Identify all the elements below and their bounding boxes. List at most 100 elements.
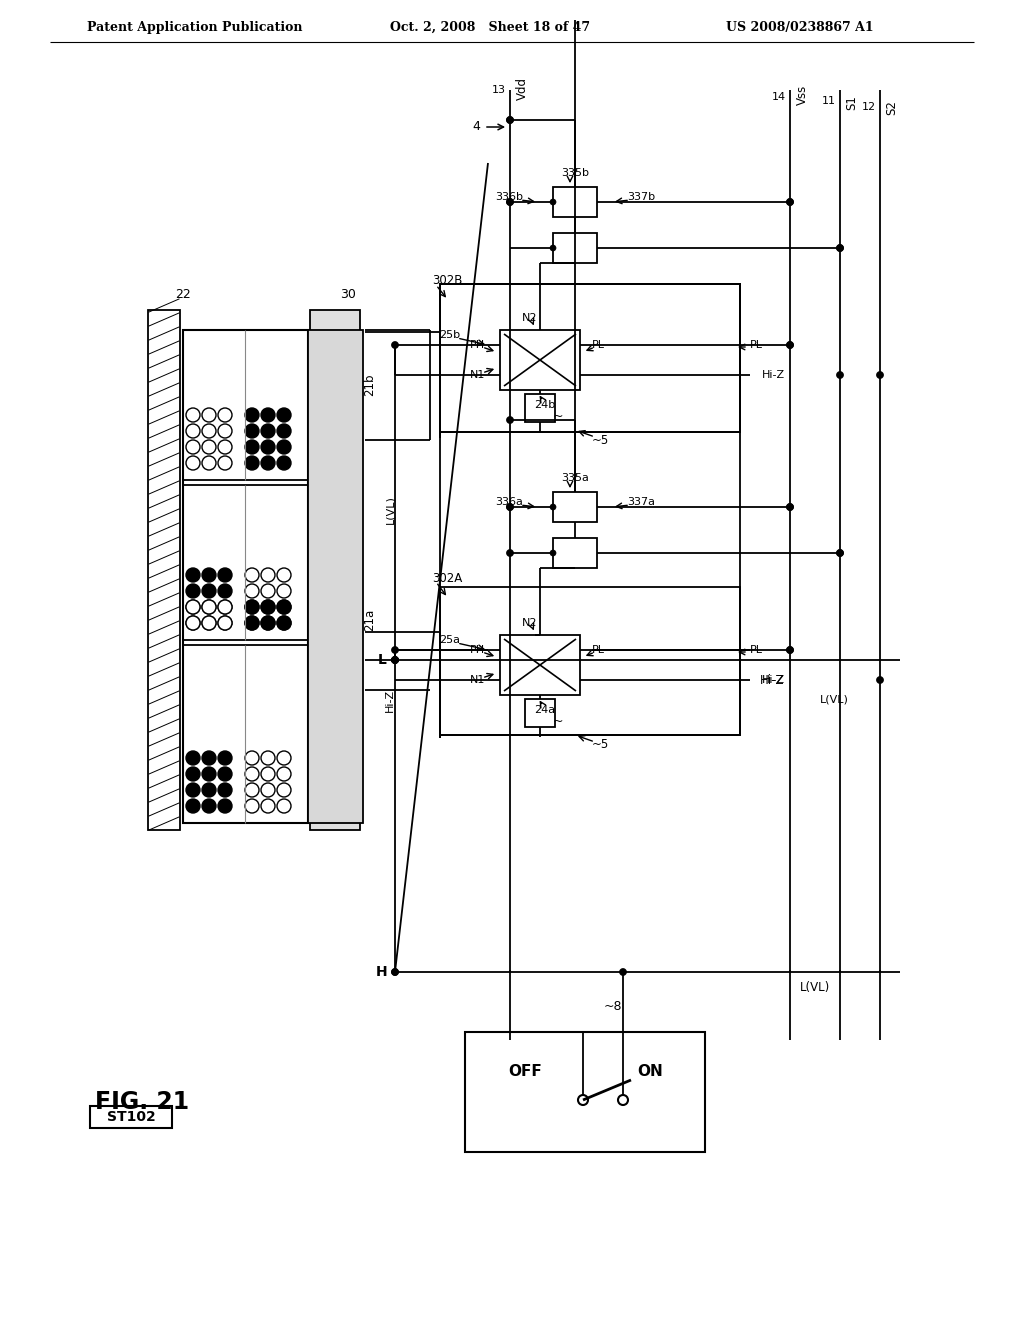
Circle shape bbox=[550, 504, 556, 510]
Text: Patent Application Publication: Patent Application Publication bbox=[87, 21, 303, 33]
Bar bbox=[553, 187, 597, 216]
Text: ST102: ST102 bbox=[106, 1110, 156, 1125]
Circle shape bbox=[278, 601, 291, 614]
Circle shape bbox=[202, 799, 216, 813]
Text: 22: 22 bbox=[175, 289, 190, 301]
Circle shape bbox=[218, 799, 232, 813]
Circle shape bbox=[837, 549, 844, 557]
Bar bbox=[553, 492, 597, 521]
Circle shape bbox=[202, 616, 216, 630]
Circle shape bbox=[186, 783, 200, 797]
Text: PL: PL bbox=[750, 645, 763, 655]
Circle shape bbox=[218, 767, 232, 781]
Text: L(VL): L(VL) bbox=[800, 981, 830, 994]
Text: 302A: 302A bbox=[432, 572, 462, 585]
Text: H: H bbox=[376, 965, 387, 979]
Text: N2: N2 bbox=[522, 313, 538, 323]
Circle shape bbox=[550, 246, 556, 251]
Circle shape bbox=[391, 647, 398, 653]
Circle shape bbox=[218, 408, 232, 422]
Text: 337a: 337a bbox=[627, 498, 655, 507]
Circle shape bbox=[786, 342, 794, 348]
Text: S2: S2 bbox=[885, 100, 898, 115]
Text: 11: 11 bbox=[822, 96, 836, 106]
Circle shape bbox=[245, 408, 259, 422]
Circle shape bbox=[507, 503, 513, 511]
Circle shape bbox=[245, 440, 259, 454]
Bar bbox=[553, 539, 597, 568]
Circle shape bbox=[218, 583, 232, 598]
Circle shape bbox=[218, 455, 232, 470]
Circle shape bbox=[786, 198, 794, 206]
Bar bbox=[308, 330, 362, 822]
Circle shape bbox=[245, 583, 259, 598]
Circle shape bbox=[507, 116, 513, 124]
Circle shape bbox=[786, 198, 794, 206]
Circle shape bbox=[186, 583, 200, 598]
Circle shape bbox=[261, 799, 275, 813]
Circle shape bbox=[202, 455, 216, 470]
Text: Hi-Z: Hi-Z bbox=[760, 673, 784, 686]
Circle shape bbox=[278, 799, 291, 813]
Text: 30: 30 bbox=[340, 289, 356, 301]
Circle shape bbox=[202, 568, 216, 582]
Circle shape bbox=[620, 969, 627, 975]
Circle shape bbox=[202, 783, 216, 797]
Circle shape bbox=[261, 440, 275, 454]
Circle shape bbox=[245, 616, 259, 630]
Circle shape bbox=[245, 751, 259, 766]
Bar bbox=[183, 645, 308, 822]
Circle shape bbox=[278, 751, 291, 766]
Circle shape bbox=[391, 969, 398, 975]
Circle shape bbox=[550, 550, 556, 556]
Circle shape bbox=[202, 767, 216, 781]
Circle shape bbox=[877, 676, 884, 684]
Circle shape bbox=[245, 601, 259, 614]
Circle shape bbox=[261, 601, 275, 614]
Text: 13: 13 bbox=[492, 84, 506, 95]
Circle shape bbox=[261, 601, 275, 614]
Circle shape bbox=[245, 455, 259, 470]
Circle shape bbox=[507, 116, 513, 124]
Circle shape bbox=[218, 424, 232, 438]
Bar bbox=[90, 1106, 172, 1129]
Text: L(VL): L(VL) bbox=[385, 495, 395, 524]
Circle shape bbox=[786, 503, 794, 511]
Circle shape bbox=[186, 568, 200, 582]
Text: FIG. 21: FIG. 21 bbox=[95, 1090, 189, 1114]
Text: 337b: 337b bbox=[627, 191, 655, 202]
Circle shape bbox=[218, 616, 232, 630]
Text: OFF: OFF bbox=[508, 1064, 542, 1080]
Text: 25b: 25b bbox=[439, 330, 460, 341]
Circle shape bbox=[202, 601, 216, 614]
Circle shape bbox=[877, 371, 884, 379]
Bar bbox=[465, 1032, 705, 1152]
Circle shape bbox=[186, 424, 200, 438]
Text: PL: PL bbox=[592, 341, 605, 350]
Circle shape bbox=[186, 751, 200, 766]
Circle shape bbox=[391, 656, 398, 664]
Bar bbox=[440, 587, 740, 735]
Text: Hi-Z: Hi-Z bbox=[762, 675, 785, 685]
Circle shape bbox=[186, 616, 200, 630]
Circle shape bbox=[837, 244, 844, 252]
Text: 302B: 302B bbox=[432, 273, 463, 286]
Circle shape bbox=[218, 751, 232, 766]
Circle shape bbox=[507, 549, 513, 557]
Bar bbox=[310, 310, 360, 830]
Circle shape bbox=[278, 455, 291, 470]
Circle shape bbox=[786, 647, 794, 653]
Text: 21a: 21a bbox=[364, 609, 377, 631]
Circle shape bbox=[186, 440, 200, 454]
Text: ~: ~ bbox=[553, 714, 563, 727]
Text: 25a: 25a bbox=[439, 635, 460, 645]
Circle shape bbox=[391, 969, 398, 975]
Circle shape bbox=[278, 767, 291, 781]
Bar bbox=[148, 310, 180, 830]
Circle shape bbox=[202, 440, 216, 454]
Text: ON: ON bbox=[637, 1064, 663, 1080]
Text: N1: N1 bbox=[470, 370, 485, 380]
Circle shape bbox=[278, 408, 291, 422]
Circle shape bbox=[202, 616, 216, 630]
Text: 12: 12 bbox=[862, 102, 876, 112]
